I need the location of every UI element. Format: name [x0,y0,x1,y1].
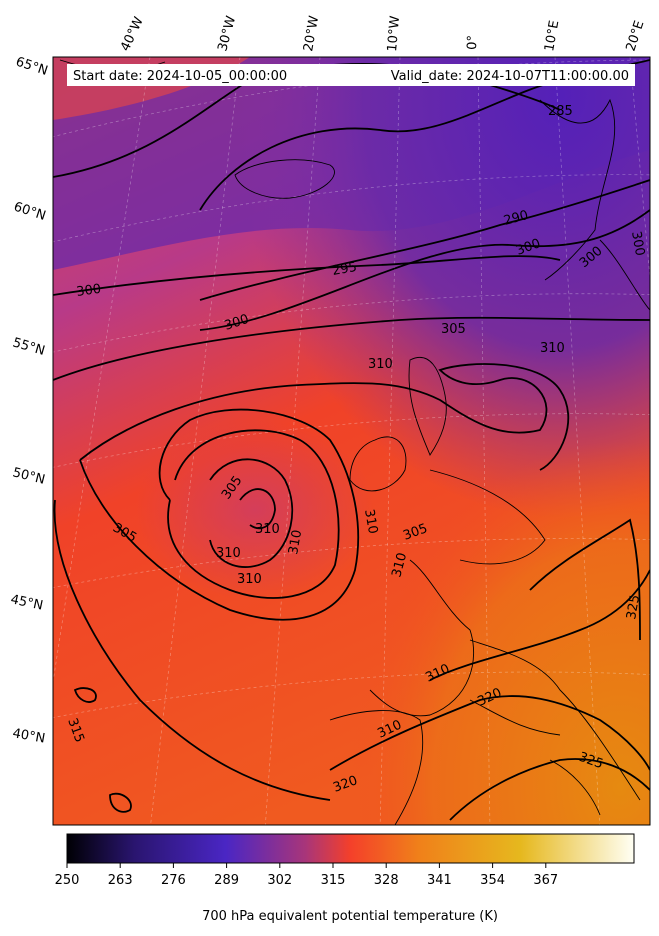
latitude-labels: 65°N 60°N 55°N 50°N 45°N 40°N [9,55,49,747]
lat-label: 60°N [12,200,48,224]
contour-label: 310 [389,551,410,579]
map-frame [52,56,651,826]
lat-label: 55°N [11,335,47,358]
lon-label: 30°W [215,14,239,53]
colorbar-tick-label: 315 [321,873,346,888]
contour-label: 310 [368,357,393,372]
lon-label: 20°E [624,19,648,53]
graticule [53,57,650,825]
colorbar-tick-label: 263 [108,873,133,888]
colorbar-tick-label: 302 [267,873,292,888]
colorbar-tick-label: 367 [533,873,558,888]
lat-label: 40°N [11,726,46,746]
longitude-labels: 40°W 30°W 20°W 10°W 0° 10°E 20°E [118,14,647,53]
contour-label: 300 [75,282,102,300]
date-banner: Start date: 2024-10-05_00:00:00 Valid_da… [67,64,635,86]
colorbar-tick-label: 276 [161,873,186,888]
colorbar-ramp [66,833,635,864]
contour-label: 300 [628,230,647,257]
lon-label: 20°W [301,15,322,53]
contour-label: 310 [286,529,305,556]
contour-label: 325 [624,594,643,621]
lon-label: 40°W [118,15,147,54]
colorbar-tick-label: 354 [480,873,505,888]
colorbar: 250 263 276 289 302 315 328 341 354 367 700 hPa e… [55,833,635,924]
contour-label: 300 [223,312,251,334]
colorbar-label: 700 hPa equivalent potential temperature… [202,909,498,924]
contour-label: 285 [548,104,573,119]
lon-label: 10°E [542,19,562,52]
lon-label: 0° [465,35,481,50]
contour-label: 310 [540,341,565,356]
contour-label: 310 [361,508,380,535]
contour-label: 295 [331,260,358,279]
valid-date: Valid_date: 2024-10-07T11:00:00.00 [391,69,629,84]
lat-label: 65°N [14,55,50,79]
contour-label: 305 [441,322,466,337]
contour-label: 290 [502,208,530,229]
contour-label: 310 [237,572,262,587]
colorbar-tick-label: 328 [374,873,399,888]
colorbar-tick-label: 289 [214,873,239,888]
start-date: Start date: 2024-10-05_00:00:00 [73,69,287,84]
colorbar-tick-label: 250 [55,873,80,888]
lon-label: 10°W [385,15,403,52]
theta-e-field: 285 290 295 300 300 300 300 300 305 305 … [53,57,650,825]
colorbar-tick-label: 341 [427,873,452,888]
lat-label: 50°N [11,465,46,487]
contour-labels: 285 290 295 300 300 300 300 300 305 305 … [64,104,647,796]
contour-label: 310 [255,522,280,537]
contour-label: 310 [216,546,241,561]
lat-label: 45°N [9,592,44,613]
colorbar-ticks: 250 263 276 289 302 315 328 341 354 367 [55,863,558,888]
